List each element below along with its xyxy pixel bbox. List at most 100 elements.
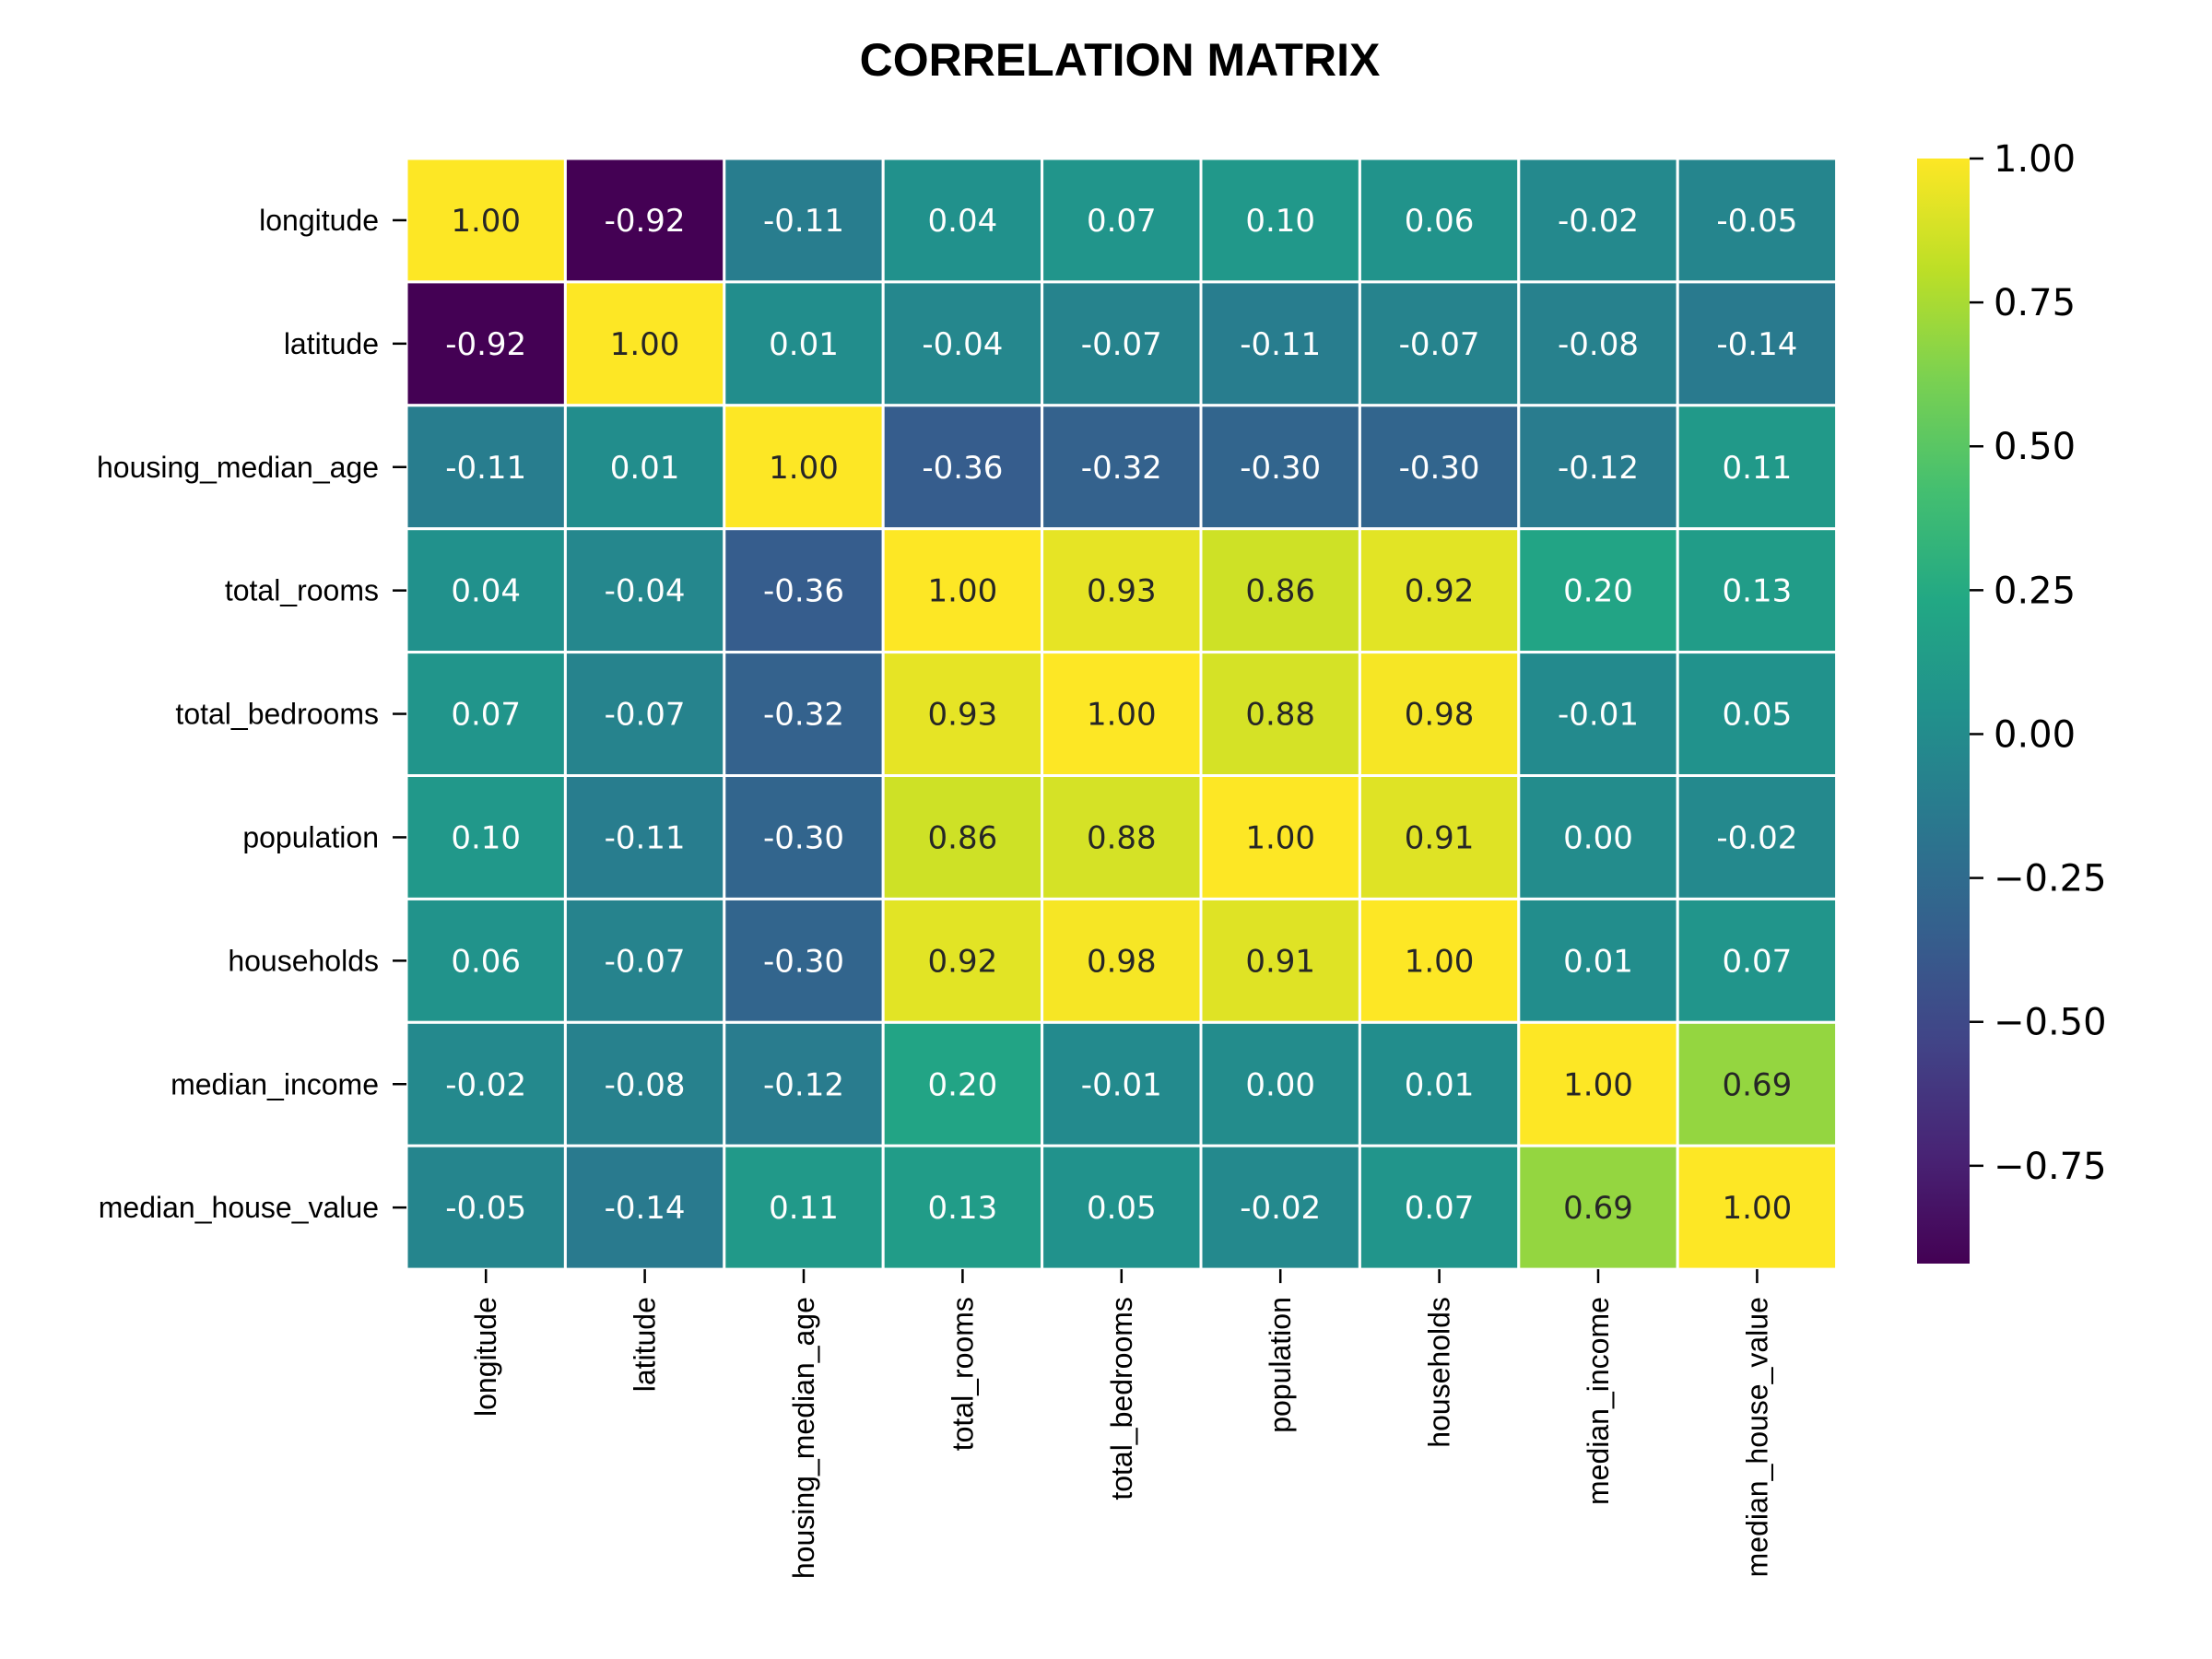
cell-value-label: 0.06 — [1405, 203, 1475, 240]
y-tick-label: total_rooms — [225, 574, 379, 607]
heatmap-cell — [405, 404, 567, 531]
cell-value-label: -0.36 — [922, 450, 1003, 487]
cell-value-label: -0.07 — [605, 943, 686, 980]
heatmap-cell — [405, 1020, 567, 1147]
heatmap-cell — [881, 404, 1044, 531]
cell-value-label: 1.00 — [1723, 1190, 1793, 1227]
cell-value-label: -0.30 — [1240, 450, 1321, 487]
cell-value-label: 0.91 — [1245, 943, 1315, 980]
cell-value-label: 1.00 — [610, 326, 680, 363]
cell-value-label: 1.00 — [1563, 1066, 1633, 1103]
cell-value-label: -0.02 — [445, 1066, 526, 1103]
heatmap-cell — [1676, 1020, 1839, 1147]
heatmap-cell — [723, 280, 885, 407]
colorbar-tick-label: −0.75 — [1994, 1146, 2107, 1188]
cell-value-label: -0.08 — [1558, 326, 1639, 363]
heatmap-cell — [563, 1144, 726, 1271]
heatmap-cell — [1676, 527, 1839, 654]
cell-value-label: 0.04 — [928, 203, 998, 240]
colorbar-tick-label: 0.50 — [1994, 426, 2076, 468]
x-tick-label: median_house_value — [1740, 1297, 1773, 1577]
cell-value-label: -0.36 — [763, 573, 844, 610]
cell-value-label: 0.00 — [1245, 1066, 1315, 1103]
cell-value-label: -0.07 — [1081, 326, 1162, 363]
heatmap-cell — [723, 404, 885, 531]
cell-value-label: -0.02 — [1716, 819, 1797, 856]
x-tick-label: total_bedrooms — [1105, 1297, 1138, 1500]
y-tick-label: total_bedrooms — [175, 698, 379, 731]
heatmap-cell — [1676, 1144, 1839, 1271]
heatmap-cell — [405, 280, 567, 407]
heatmap-cell — [1199, 774, 1361, 900]
y-tick-label: latitude — [284, 327, 379, 360]
heatmap-cell — [405, 1144, 567, 1271]
heatmap-cell — [1041, 897, 1203, 1024]
cell-value-label: 1.00 — [1405, 943, 1475, 980]
cell-value-label: -0.92 — [445, 326, 526, 363]
cell-value-label: -0.07 — [605, 697, 686, 734]
cell-value-label: 0.04 — [451, 573, 521, 610]
x-tick-label: total_rooms — [946, 1297, 979, 1451]
heatmap-cell — [723, 651, 885, 777]
cell-value-label: 0.93 — [928, 697, 998, 734]
heatmap-cell — [1676, 651, 1839, 777]
heatmap-cell — [1041, 1144, 1203, 1271]
heatmap-cell — [1358, 897, 1521, 1024]
cell-value-label: 0.88 — [1087, 819, 1157, 856]
heatmap-cell — [405, 651, 567, 777]
heatmap-cell — [1041, 774, 1203, 900]
heatmap-cell — [1199, 651, 1361, 777]
heatmap-cell — [1041, 1020, 1203, 1147]
cell-value-label: 0.93 — [1087, 573, 1157, 610]
heatmap-cell — [1676, 280, 1839, 407]
cell-value-label: 0.69 — [1723, 1066, 1793, 1103]
y-tick-label: population — [242, 820, 379, 853]
cell-value-label: -0.30 — [763, 943, 844, 980]
cell-value-label: 0.92 — [1405, 573, 1475, 610]
cell-value-label: -0.11 — [763, 203, 844, 240]
heatmap-cell — [563, 527, 726, 654]
cell-value-label: 0.01 — [769, 326, 839, 363]
heatmap-cell — [1517, 280, 1679, 407]
y-tick-label: longitude — [259, 204, 379, 237]
y-tick-label: median_income — [171, 1067, 379, 1100]
cell-value-label: 0.98 — [1087, 943, 1157, 980]
cell-value-label: 0.13 — [928, 1190, 998, 1227]
heatmap-cell — [881, 1020, 1044, 1147]
cell-value-label: -0.04 — [922, 326, 1003, 363]
cell-value-label: -0.08 — [605, 1066, 686, 1103]
cell-value-label: 0.86 — [1245, 573, 1315, 610]
cell-value-label: 0.11 — [769, 1190, 839, 1227]
cell-value-label: 0.05 — [1723, 697, 1793, 734]
heatmap-cell — [1676, 404, 1839, 531]
heatmap-cell — [563, 774, 726, 900]
cell-value-label: 0.13 — [1723, 573, 1793, 610]
cell-value-label: 0.20 — [1563, 573, 1633, 610]
y-axis: longitude latitude housing_median_agetotal… — [97, 204, 406, 1224]
cell-value-label: 0.20 — [928, 1066, 998, 1103]
heatmap-cell — [563, 157, 726, 284]
cell-value-label: -0.30 — [1399, 450, 1480, 487]
cell-value-label: -0.12 — [1558, 450, 1639, 487]
cell-value-label: 0.11 — [1723, 450, 1793, 487]
heatmap-cell — [881, 1144, 1044, 1271]
cell-value-label: -0.01 — [1558, 697, 1639, 734]
cell-value-label: 1.00 — [1245, 819, 1315, 856]
cell-value-label: 0.05 — [1087, 1190, 1157, 1227]
heatmap-cell — [1517, 157, 1679, 284]
cell-value-label: 0.92 — [928, 943, 998, 980]
heatmap-cell — [1041, 404, 1203, 531]
cell-value-label: -0.01 — [1081, 1066, 1162, 1103]
x-axis: longitude latitude housing_median_age total… — [469, 1269, 1773, 1579]
cell-value-label: 0.91 — [1405, 819, 1475, 856]
cell-value-label: -0.30 — [763, 819, 844, 856]
cell-value-label: 0.06 — [451, 943, 521, 980]
cell-value-label: -0.92 — [605, 203, 686, 240]
cell-value-label: -0.02 — [1240, 1190, 1321, 1227]
heatmap-cell — [1676, 774, 1839, 900]
heatmap-cell — [1358, 1020, 1521, 1147]
cell-value-label: 0.98 — [1405, 697, 1475, 734]
colorbar-tick-label: 0.00 — [1994, 713, 2076, 756]
heatmap-cell — [405, 157, 567, 284]
